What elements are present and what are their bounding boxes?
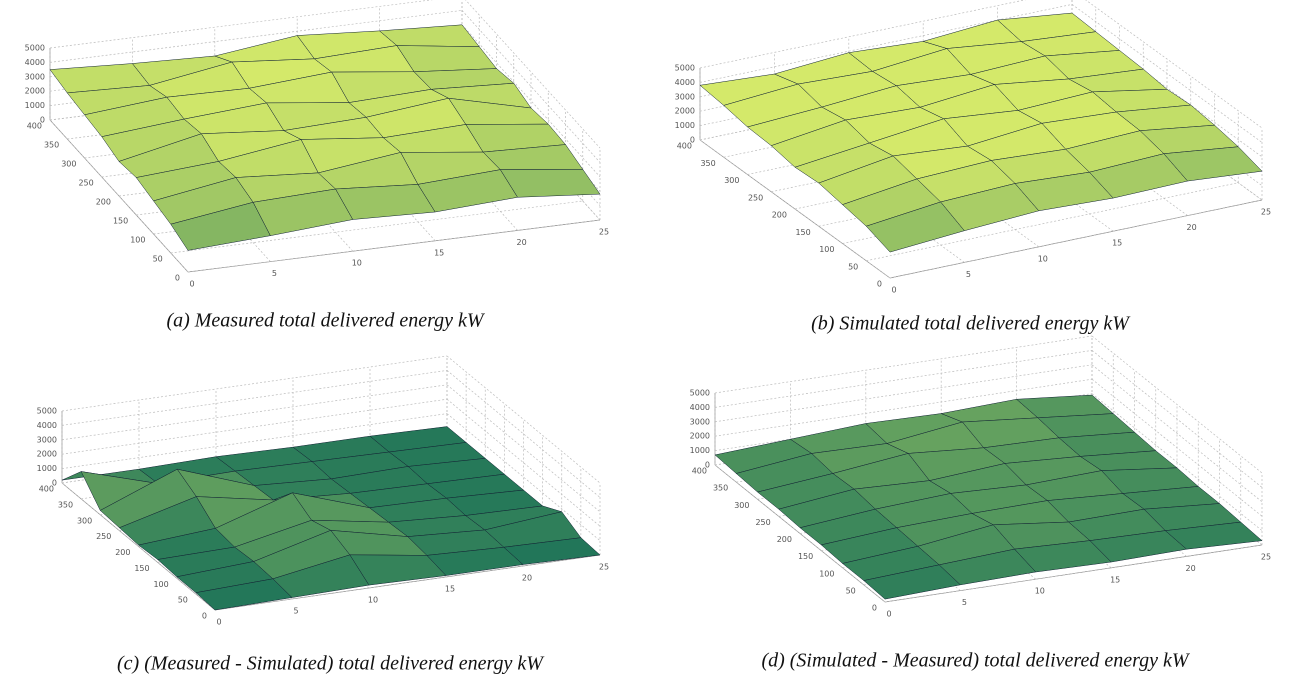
y-tick-label: 200 (96, 198, 111, 207)
y-tick-label: 300 (724, 176, 739, 185)
z-tick-label: 5000 (25, 44, 45, 53)
caption: (d) (Simulated - Measured) total deliver… (761, 650, 1190, 672)
y-tick-label: 400 (692, 467, 707, 476)
x-tick-label: 5 (962, 598, 967, 607)
z-tick-label: 1000 (675, 121, 695, 130)
z-tick-label: 3000 (37, 435, 57, 444)
x-tick-label: 25 (1261, 553, 1271, 562)
z-tick-label: 3000 (690, 417, 710, 426)
grid-line (715, 336, 1092, 393)
z-tick-label: 1000 (690, 446, 710, 455)
y-tick-label: 350 (700, 159, 715, 168)
z-tick-label: 3000 (25, 72, 45, 81)
x-tick-label: 10 (1038, 254, 1048, 263)
y-tick-label: 100 (153, 580, 168, 589)
y-tick-label: 250 (78, 179, 93, 188)
x-tick-label: 20 (517, 238, 527, 247)
x-tick-label: 15 (434, 248, 444, 257)
surface-patch (500, 169, 600, 197)
x-tick-label: 5 (966, 270, 971, 279)
y-tick-label: 400 (39, 485, 54, 494)
z-tick-label: 4000 (25, 58, 45, 67)
y-tick-label: 100 (819, 245, 834, 254)
y-tick-label: 350 (44, 141, 59, 150)
y-tick-label: 150 (798, 552, 813, 561)
z-tick-label: 3000 (675, 92, 695, 101)
x-tick-label: 0 (886, 610, 891, 619)
x-tick-label: 20 (522, 574, 532, 583)
x-tick-label: 10 (368, 596, 378, 605)
grid-line (62, 370, 447, 425)
surface-plot: 0 1000 2000 3000 4000 5000 0 50 100 150 200 250 300 3… (690, 336, 1271, 672)
x-tick-label: 25 (1261, 208, 1271, 217)
x-tick-label: 20 (1186, 564, 1196, 573)
y-tick-label: 250 (96, 532, 111, 541)
y-tick-label: 0 (202, 612, 207, 621)
y-tick-label: 0 (877, 280, 882, 289)
y-tick-label: 200 (772, 211, 787, 220)
x-tick-label: 0 (216, 618, 221, 627)
y-tick-label: 50 (178, 596, 188, 605)
x-tick-label: 15 (445, 585, 455, 594)
y-tick-label: 0 (175, 274, 180, 283)
x-tick-label: 25 (599, 228, 609, 237)
x-tick-label: 20 (1187, 223, 1197, 232)
z-tick-label: 2000 (675, 107, 695, 116)
y-tick-label: 50 (153, 255, 163, 264)
x-tick-label: 0 (189, 280, 194, 289)
caption: (a) Measured total delivered energy kW (166, 310, 485, 332)
y-tick-label: 50 (848, 262, 858, 271)
y-tick-label: 400 (677, 142, 692, 151)
figure: 0100020003000400050000501001502002503003… (0, 0, 1299, 682)
x-tick-label: 15 (1112, 239, 1122, 248)
z-tick-label: 1000 (25, 101, 45, 110)
surface-plot: 0 1000 2000 3000 4000 5000 0 50 100 150 200 250 300 3… (37, 356, 609, 675)
z-tick-label: 5000 (37, 407, 57, 416)
y-tick-label: 150 (134, 564, 149, 573)
surface-plot: 0 1000 2000 3000 4000 5000 0 50 100 150 200 250 300 3… (25, 0, 609, 332)
surface-patch (380, 25, 480, 47)
y-tick-label: 300 (61, 160, 76, 169)
x-tick-label: 5 (272, 269, 277, 278)
z-tick-label: 2000 (690, 432, 710, 441)
grid-line (62, 356, 447, 411)
y-tick-label: 300 (734, 501, 749, 510)
x-tick-label: 10 (1035, 587, 1045, 596)
y-tick-label: 100 (819, 569, 834, 578)
y-tick-label: 200 (115, 548, 130, 557)
y-tick-label: 400 (27, 122, 42, 131)
z-tick-label: 2000 (25, 87, 45, 96)
y-tick-label: 300 (77, 516, 92, 525)
caption: (b) Simulated total delivered energy kW (811, 313, 1131, 335)
x-tick-label: 25 (599, 563, 609, 572)
y-tick-label: 350 (58, 500, 73, 509)
y-tick-label: 150 (113, 217, 128, 226)
y-tick-label: 200 (777, 535, 792, 544)
y-tick-label: 250 (755, 518, 770, 527)
y-tick-label: 350 (713, 484, 728, 493)
z-tick-label: 5000 (675, 64, 695, 73)
caption: (c) (Measured - Simulated) total deliver… (117, 653, 545, 675)
y-tick-label: 250 (748, 193, 763, 202)
z-tick-label: 4000 (37, 421, 57, 430)
z-tick-label: 4000 (690, 403, 710, 412)
z-tick-label: 2000 (37, 450, 57, 459)
x-tick-label: 0 (891, 286, 896, 295)
z-tick-label: 1000 (37, 464, 57, 473)
surface-plot: 0 1000 2000 3000 4000 5000 0 50 100 150 200 250 300 3… (675, 0, 1271, 335)
surface-patch (397, 46, 497, 72)
z-tick-label: 5000 (690, 389, 710, 398)
x-tick-label: 10 (352, 259, 362, 268)
grid-line (62, 385, 447, 440)
y-tick-label: 50 (846, 586, 856, 595)
y-tick-label: 150 (795, 228, 810, 237)
y-tick-label: 100 (130, 236, 145, 245)
surface-patch (336, 184, 436, 219)
y-tick-label: 0 (872, 604, 877, 613)
x-tick-label: 5 (293, 607, 298, 616)
z-tick-label: 4000 (675, 78, 695, 87)
x-tick-label: 15 (1110, 575, 1120, 584)
